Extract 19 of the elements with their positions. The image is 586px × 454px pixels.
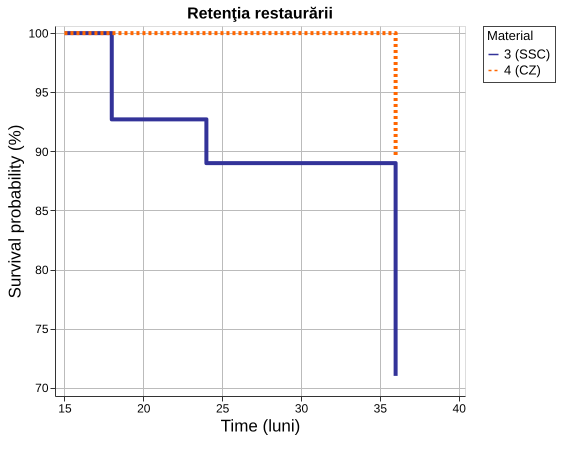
chart-title: Retenţia restaurării — [187, 6, 333, 22]
x-axis-title: Time (luni) — [220, 416, 300, 436]
y-tick-label: 100 — [28, 26, 49, 41]
legend-label: 4 (CZ) — [504, 62, 541, 78]
y-tick-label: 85 — [35, 204, 49, 218]
x-tick-label: 15 — [58, 402, 72, 416]
y-tick-label: 90 — [35, 144, 49, 159]
y-tick-label: 80 — [35, 263, 49, 278]
y-tick-label: 75 — [35, 322, 49, 336]
y-tick-label: 95 — [35, 86, 49, 100]
legend-label: 3 (SSC) — [504, 46, 550, 62]
y-axis-title: Survival probability (%) — [5, 124, 24, 298]
x-tick-label: 40 — [452, 402, 466, 416]
legend-title: Material — [487, 28, 534, 43]
x-tick-label: 20 — [137, 402, 151, 416]
y-tick-label: 70 — [35, 381, 49, 396]
x-tick-label: 30 — [294, 402, 308, 416]
x-tick-label: 35 — [374, 402, 388, 416]
x-tick-label: 25 — [216, 402, 230, 416]
